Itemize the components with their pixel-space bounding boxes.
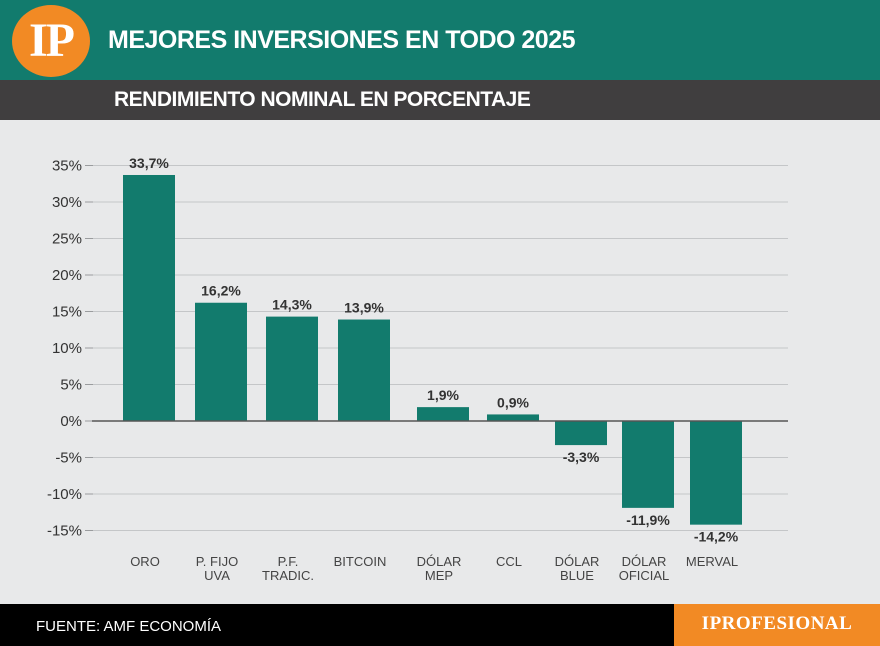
- x-tick-label: DÓLAR: [417, 554, 462, 569]
- x-tick-label: OFICIAL: [619, 568, 670, 583]
- y-tick-label: 0%: [60, 413, 82, 430]
- header-bar: IP MEJORES INVERSIONES EN TODO 2025: [0, 0, 880, 80]
- x-tick-label: P.F.: [278, 554, 299, 569]
- y-tick-label: 15%: [52, 304, 82, 321]
- value-label: 16,2%: [201, 283, 241, 299]
- value-label: 0,9%: [497, 394, 529, 410]
- ip-logo: IP: [12, 5, 90, 77]
- value-label: -14,2%: [694, 529, 739, 545]
- y-tick-label: 30%: [52, 194, 82, 211]
- y-tick-label: -5%: [55, 450, 82, 467]
- bar: [487, 414, 539, 421]
- brand-box: IPROFESIONAL: [674, 604, 880, 646]
- bar: [622, 421, 674, 508]
- grid-lines: [85, 165, 788, 531]
- value-labels: 33,7% 16,2% 14,3% 13,9% 1,9% 0,9% -3,3% -11,9% -…: [129, 155, 739, 545]
- x-tick-label: MERVAL: [686, 554, 738, 569]
- bar-chart: 35% 30% 25% 20% 15% 10% 5% 0% -5% -10% -15% 33,7% 1…: [47, 155, 788, 583]
- value-label: 33,7%: [129, 155, 169, 171]
- source-note: FUENTE: AMF ECONOMÍA: [36, 618, 222, 635]
- x-tick-label: MEP: [425, 568, 453, 583]
- bar: [266, 316, 318, 421]
- chart-subtitle: RENDIMIENTO NOMINAL EN PORCENTAJE: [114, 88, 531, 111]
- brand-logo-text: IPROFESIONAL: [701, 613, 853, 634]
- bar: [338, 319, 390, 421]
- y-tick-label: -10%: [47, 486, 82, 503]
- value-label: -3,3%: [563, 449, 600, 465]
- x-tick-label: ORO: [130, 554, 160, 569]
- bar: [195, 302, 247, 421]
- x-tick-label: BLUE: [560, 568, 594, 583]
- logo-text: IP: [29, 14, 75, 67]
- bar: [690, 421, 742, 525]
- x-tick-label: DÓLAR: [622, 554, 667, 569]
- bar: [555, 421, 607, 446]
- subtitle-bar: RENDIMIENTO NOMINAL EN PORCENTAJE: [0, 80, 880, 120]
- y-tick-label: 5%: [60, 377, 82, 394]
- x-tick-label: UVA: [204, 568, 230, 583]
- x-tick-label: DÓLAR: [555, 554, 600, 569]
- y-tick-label: 20%: [52, 267, 82, 284]
- value-label: 14,3%: [272, 297, 312, 313]
- value-label: 1,9%: [427, 387, 459, 403]
- y-tick-label: 35%: [52, 158, 82, 175]
- x-tick-label: BITCOIN: [334, 554, 387, 569]
- bar: [417, 407, 469, 421]
- y-tick-label: 10%: [52, 340, 82, 357]
- x-tick-label: CCL: [496, 554, 522, 569]
- footer-bar: FUENTE: AMF ECONOMÍA IPROFESIONAL: [0, 604, 880, 646]
- y-tick-label: 25%: [52, 231, 82, 248]
- page-title: MEJORES INVERSIONES EN TODO 2025: [108, 26, 576, 54]
- y-axis-ticks: 35% 30% 25% 20% 15% 10% 5% 0% -5% -10% -15%: [47, 158, 82, 540]
- x-tick-label: TRADIC.: [262, 568, 314, 583]
- value-label: 13,9%: [344, 300, 384, 316]
- bars: [123, 174, 742, 525]
- value-label: -11,9%: [626, 512, 670, 528]
- x-tick-label: P. FIJO: [196, 554, 238, 569]
- bar: [123, 174, 175, 421]
- y-tick-label: -15%: [47, 523, 82, 540]
